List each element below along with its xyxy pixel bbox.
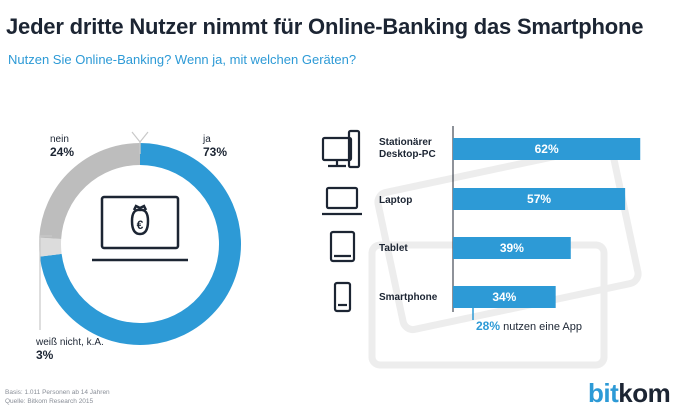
- donut-label-nein-pct: 24%: [50, 145, 75, 159]
- chart-title: Jeder dritte Nutzer nimmt für Online-Ban…: [6, 14, 644, 39]
- bar-category-label-desktop: Stationärer Desktop-PC: [379, 137, 436, 160]
- donut-label-weiss-nicht-name: weiß nicht, k.A.: [36, 337, 104, 348]
- source-note: Basis: 1.011 Personen ab 14 Jahren Quell…: [5, 388, 110, 406]
- donut-label-ja-pct: 73%: [203, 145, 228, 159]
- source-basis: Basis: 1.011 Personen ab 14 Jahren: [5, 389, 110, 396]
- bar-value-label-tablet: 39%: [499, 241, 524, 255]
- donut-label-weiss-nicht: weiß nicht, k.A. 3%: [36, 336, 104, 362]
- app-usage-pct: 28%: [476, 319, 501, 333]
- app-usage-text: nutzen eine App: [503, 321, 582, 333]
- leader-line-nein: [131, 131, 141, 154]
- bitkom-logo: bitkom: [588, 378, 671, 409]
- bar-category-label-smartphone: Smartphone: [379, 292, 438, 303]
- donut-slice-ja: [39, 143, 241, 345]
- bar-value-label-laptop: 57%: [527, 192, 552, 206]
- donut-label-weiss-nicht-pct: 3%: [36, 348, 54, 362]
- smartphone-icon: [333, 281, 352, 313]
- online-banking-laptop-icon: [92, 195, 188, 262]
- donut-slice-nein: [39, 143, 141, 240]
- donut-label-ja: ja 73%: [203, 133, 227, 159]
- bar-laptop: [453, 188, 626, 210]
- bar-category-label-tablet: Tablet: [379, 243, 408, 254]
- donut-label-ja-name: ja: [203, 134, 211, 145]
- tablet-icon: [329, 230, 356, 263]
- chart-subtitle: Nutzen Sie Online-Banking? Wenn ja, mit …: [8, 52, 357, 67]
- bitkom-logo-part1: bit: [588, 378, 619, 408]
- donut-slice-weiss-nicht: [39, 237, 62, 257]
- bar-smartphone: [453, 286, 556, 308]
- bar-desktop-pc: [453, 138, 641, 160]
- bar-value-label-desktop: 62%: [534, 142, 559, 156]
- euro-sign-icon: €: [137, 218, 144, 232]
- bar-category-label-laptop: Laptop: [379, 195, 413, 206]
- laptop-icon: [322, 186, 362, 216]
- donut-label-nein: nein 24%: [50, 133, 74, 159]
- bar-value-label-smartphone: 34%: [492, 290, 517, 304]
- donut-label-nein-name: nein: [50, 134, 69, 145]
- desktop-pc-icon: [321, 129, 361, 169]
- bar-tablet: [453, 237, 571, 259]
- bitkom-logo-part2: kom: [618, 378, 671, 408]
- source-quelle: Quelle: Bitkom Research 2015: [5, 398, 94, 405]
- leader-line-weiss-nicht: [39, 235, 52, 330]
- app-usage-note: 28% nutzen eine App: [476, 319, 582, 333]
